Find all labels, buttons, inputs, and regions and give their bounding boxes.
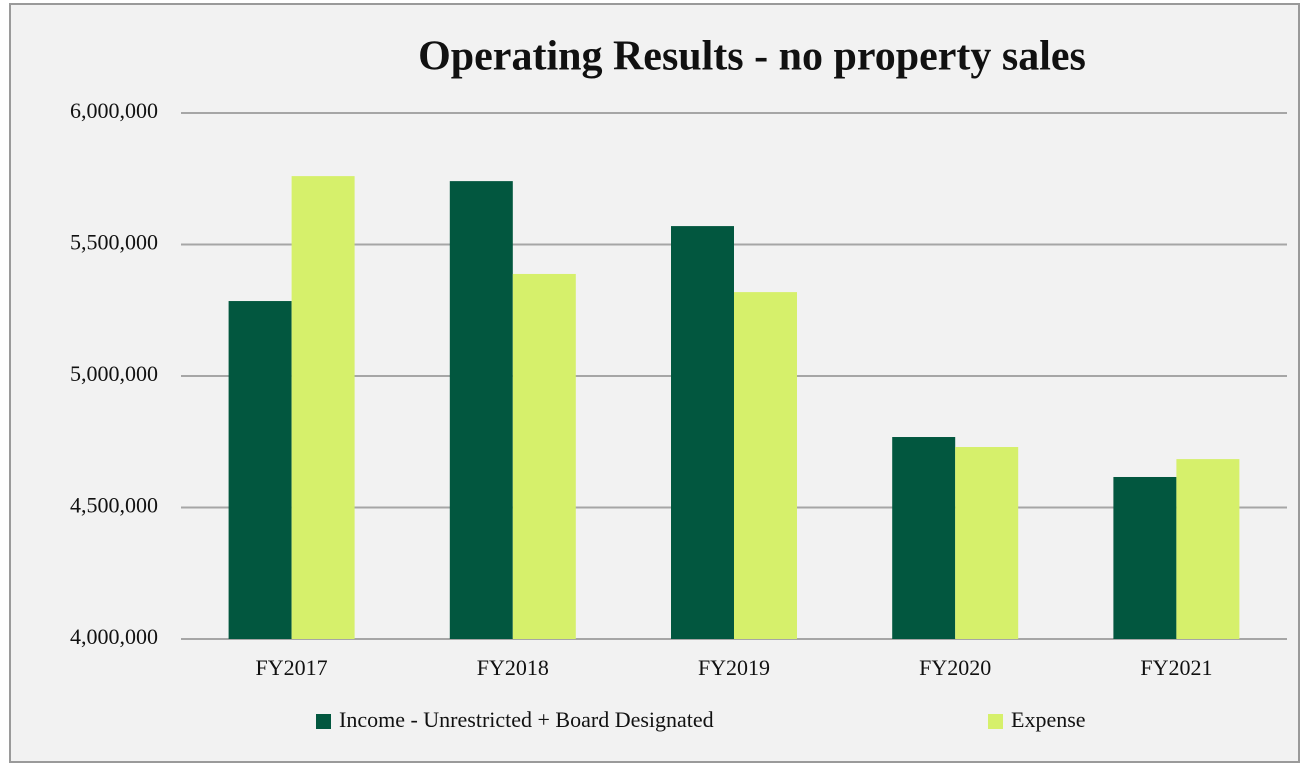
bar bbox=[291, 176, 355, 639]
y-tick-label: 4,000,000 bbox=[70, 624, 158, 649]
x-tick-label: FY2019 bbox=[698, 655, 770, 680]
bar bbox=[955, 447, 1019, 639]
y-tick-label: 6,000,000 bbox=[70, 98, 158, 123]
chart-title: Operating Results - no property sales bbox=[418, 34, 1086, 80]
bar bbox=[228, 301, 292, 639]
x-tick-label: FY2021 bbox=[1140, 655, 1212, 680]
x-tick-label: FY2018 bbox=[477, 655, 549, 680]
bar bbox=[449, 181, 513, 639]
y-tick-label: 5,000,000 bbox=[70, 361, 158, 386]
bar bbox=[1176, 459, 1240, 639]
legend-label: Income - Unrestricted + Board Designated bbox=[339, 707, 714, 732]
x-tick-label: FY2020 bbox=[919, 655, 991, 680]
x-tick-label: FY2017 bbox=[256, 655, 328, 680]
bar bbox=[734, 292, 797, 639]
bar bbox=[671, 226, 734, 639]
legend-swatch bbox=[988, 714, 1003, 729]
y-tick-label: 5,500,000 bbox=[70, 230, 158, 255]
bar bbox=[1113, 476, 1177, 639]
bar bbox=[892, 437, 956, 639]
chart-frame bbox=[9, 3, 1300, 763]
legend-label: Expense bbox=[1011, 707, 1086, 732]
y-tick-label: 4,500,000 bbox=[70, 493, 158, 518]
legend-swatch bbox=[316, 714, 331, 729]
bar bbox=[512, 273, 576, 639]
